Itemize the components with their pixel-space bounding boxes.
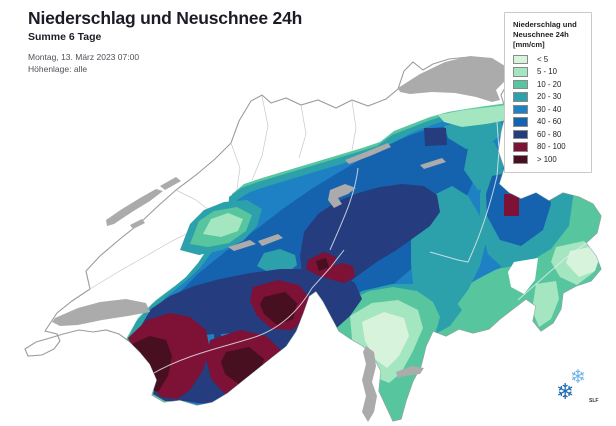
snowflake-icon: ❄: [570, 367, 586, 388]
legend-label: 30 - 40: [537, 104, 562, 114]
snowflake-icon: ❄: [556, 379, 575, 404]
lake-murten: [130, 219, 145, 229]
slf-logo-text: SLF: [589, 398, 599, 404]
legend-row: 5 - 10: [513, 67, 584, 77]
legend-label: 20 - 30: [537, 92, 562, 102]
legend-row: 40 - 60: [513, 117, 584, 127]
lake-walensee: [420, 158, 446, 169]
river-lines: [151, 121, 589, 375]
legend-label: 60 - 80: [537, 129, 562, 139]
lake-biel: [160, 177, 181, 190]
legend-swatch: [513, 154, 528, 165]
legend-swatch: [513, 142, 528, 152]
legend-row: 20 - 30: [513, 92, 584, 102]
legend-row: 60 - 80: [513, 129, 584, 140]
lake-zurich: [345, 143, 391, 164]
legend-swatch: [513, 79, 528, 90]
legend-swatch: [513, 67, 528, 77]
legend-swatch: [513, 54, 528, 65]
legend-row: 10 - 20: [513, 79, 584, 90]
page-title: Niederschlag und Neuschnee 24h: [28, 8, 303, 28]
lake-constance: [398, 56, 508, 102]
legend: Niederschlag und Neuschnee 24h [mm/cm] <…: [504, 12, 592, 174]
dry-pocket: [508, 258, 538, 294]
legend-swatch: [513, 117, 528, 127]
altitude-line: Höhenlage: alle: [28, 63, 88, 74]
legend-label: 10 - 20: [537, 79, 562, 89]
canton-borders: [89, 95, 357, 290]
legend-label: 40 - 60: [537, 117, 562, 127]
lake-maggiore: [362, 346, 377, 422]
header: Niederschlag und Neuschnee 24h Summe 6 T…: [28, 8, 302, 76]
lake-lucerne: [328, 184, 356, 208]
legend-swatch: [513, 92, 528, 102]
legend-swatch: [513, 129, 528, 140]
lake-thun: [228, 240, 256, 251]
date-line: Montag, 13. März 2023 07:00: [28, 52, 140, 62]
legend-swatch: [513, 104, 528, 115]
legend-row: > 100: [513, 154, 584, 165]
legend-title-line1: Niederschlag und: [513, 20, 577, 29]
lake-lugano: [396, 366, 424, 378]
lakes: [52, 56, 508, 422]
legend-label: > 100: [537, 154, 557, 164]
slf-logo: ❄ ❄ SLF: [556, 368, 602, 414]
legend-label: < 5: [537, 54, 549, 64]
legend-label: 80 - 100: [537, 142, 566, 152]
legend-title-line3: [mm/cm]: [513, 39, 545, 49]
legend-label: 5 - 10: [537, 67, 557, 77]
legend-row: 80 - 100: [513, 142, 584, 152]
lake-brienz: [258, 234, 283, 246]
lake-neuchatel: [106, 189, 163, 226]
legend-title-line2: Neuschnee 24h: [513, 29, 569, 39]
legend-row: < 5: [513, 54, 584, 65]
legend-row: 30 - 40: [513, 104, 584, 115]
lake-geneva: [52, 299, 150, 326]
page-subtitle: Summe 6 Tage: [28, 31, 102, 43]
